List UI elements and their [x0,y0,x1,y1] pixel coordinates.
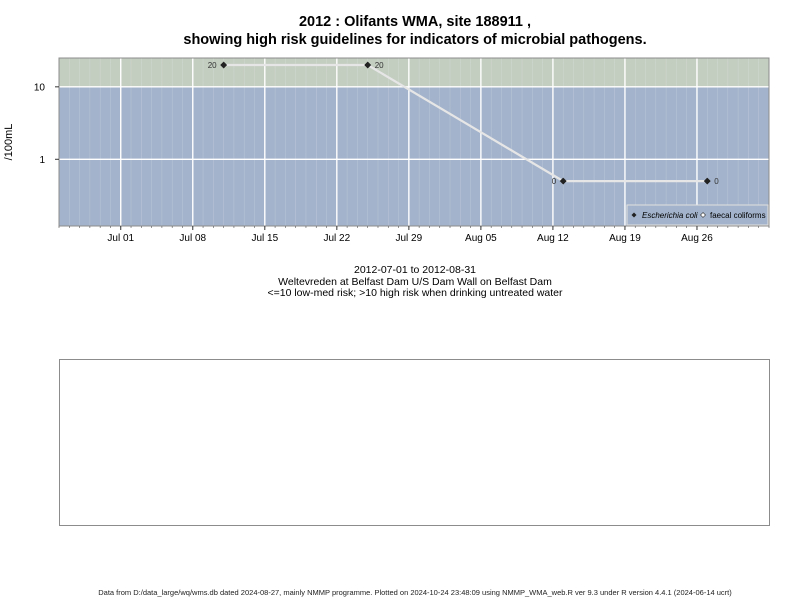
legend-label-faecal: faecal coliforms [710,211,766,220]
x-tick-label: Jul 08 [179,233,206,244]
data-point [220,61,228,69]
footer-note: Data from D:/data_large/wq/wms.db dated … [98,588,732,597]
data-point [364,61,372,69]
date-range-subtitle: 2012-07-01 to 2012-08-31 [353,264,476,276]
plot-frame [58,57,770,227]
y-axis-label: /100mL [3,124,15,161]
risk-guideline-subtitle: <=10 low-med risk; >10 high risk when dr… [267,287,563,299]
x-tick-label: Jul 01 [107,233,134,244]
data-label: 0 [552,177,557,186]
legend-marker-faecal [700,212,706,218]
legend-label-ecoli: Escherichia coli [642,211,698,220]
data-point [559,177,567,185]
empty-secondary-panel [59,359,770,526]
chart-title-line-1: 2012 : Olifants WMA, site 188911 , [298,14,532,30]
y-tick-label: 1 [39,155,45,166]
site-description-subtitle: Weltevreden at Belfast Dam U/S Dam Wall … [278,276,552,288]
x-tick-label: Aug 12 [537,233,569,244]
high-risk-band [59,58,769,87]
x-tick-label: Jul 15 [251,233,278,244]
x-tick-label: Aug 26 [681,233,713,244]
data-label: 0 [714,177,719,186]
x-tick-label: Jul 29 [396,233,423,244]
series-line [223,63,708,183]
x-tick-label: Jul 22 [323,233,350,244]
chart-svg: Jul 01 Jul 08 Jul 15 Jul 22 Jul 29 Aug 05 Aug … [3,57,770,244]
data-label: 20 [208,61,217,70]
y-tick-label: 10 [34,82,46,93]
x-tick-label: Aug 19 [609,233,641,244]
chart-title-line-2: showing high risk guidelines for indicat… [183,32,647,48]
x-tick-label: Aug 05 [465,233,497,244]
legend-box [626,204,769,226]
low-risk-band [59,86,769,226]
data-label: 20 [375,61,384,70]
data-point [703,177,711,185]
legend-marker-ecoli [631,212,637,218]
